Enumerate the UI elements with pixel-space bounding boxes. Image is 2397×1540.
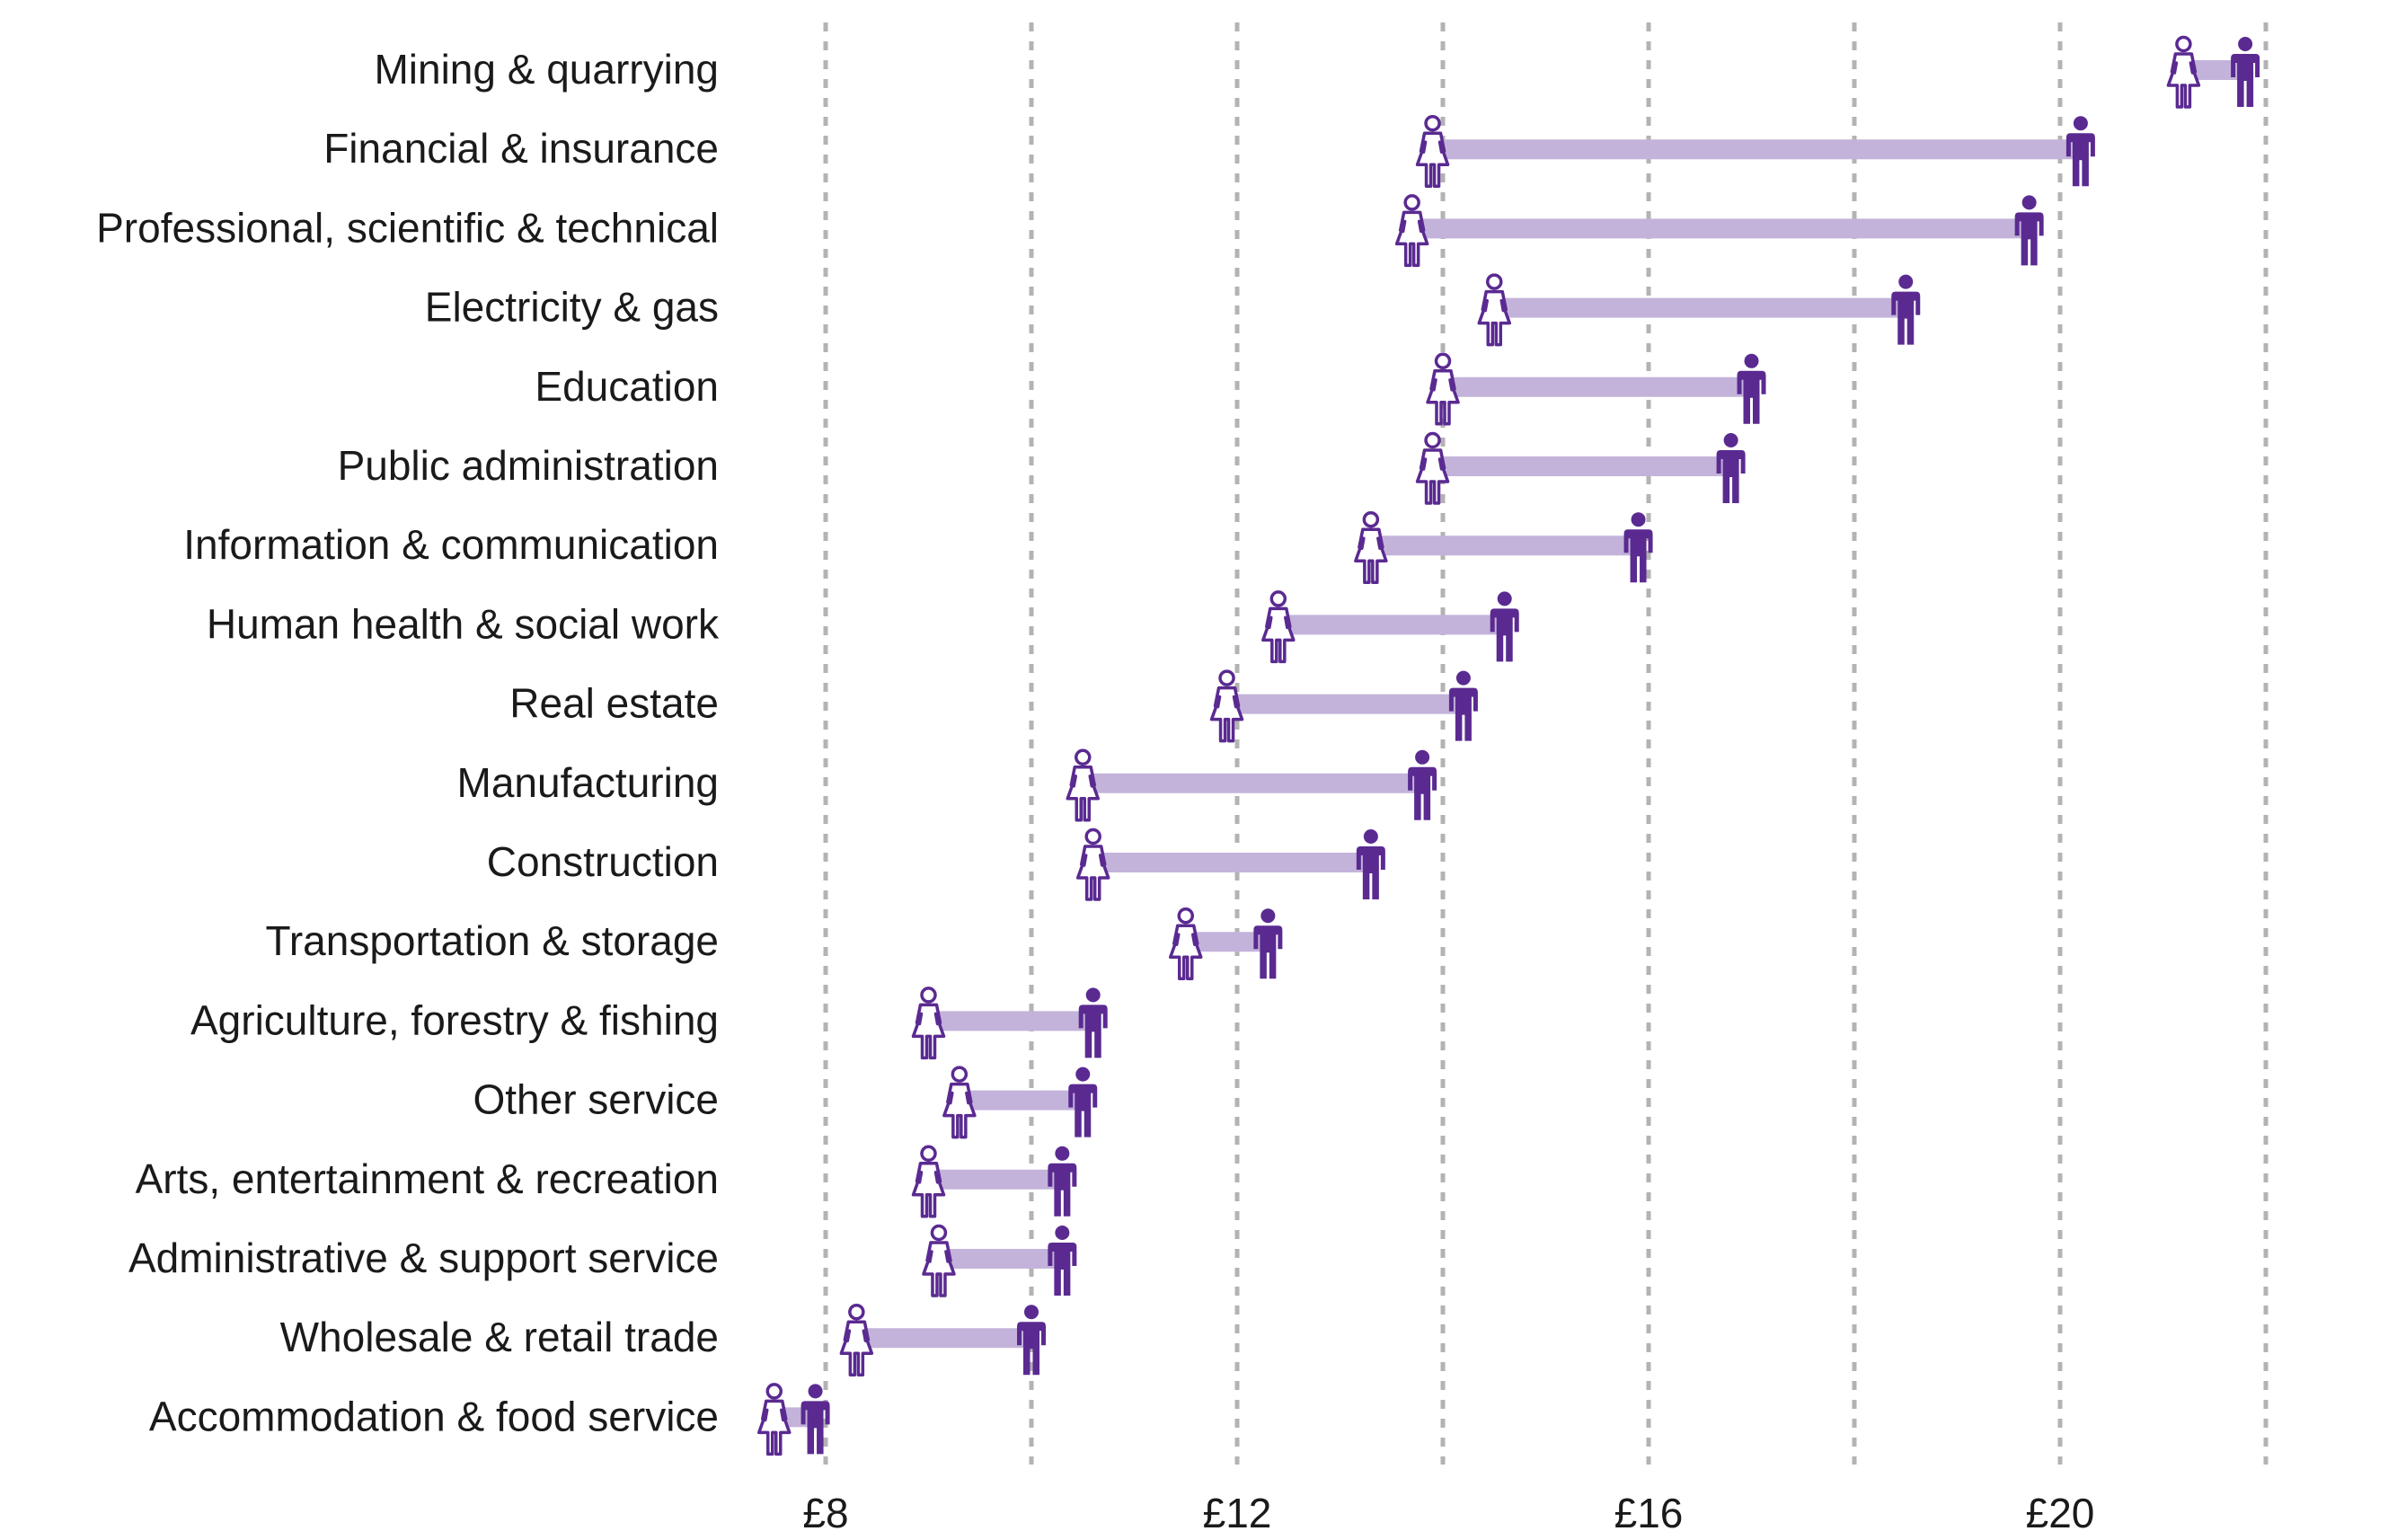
female-icon bbox=[1261, 590, 1296, 664]
male-icon bbox=[1356, 829, 1385, 899]
male-icon bbox=[1408, 749, 1437, 820]
male-icon bbox=[1716, 433, 1746, 503]
category-label: Administrative & support service bbox=[128, 1235, 719, 1281]
female-icon bbox=[1415, 431, 1450, 505]
category-label: Real estate bbox=[509, 680, 719, 727]
female-icon bbox=[1066, 748, 1100, 822]
male-icon bbox=[1048, 1226, 1077, 1296]
female-icon bbox=[1477, 273, 1511, 347]
category-label: Accommodation & food service bbox=[149, 1393, 719, 1439]
female-icon bbox=[911, 987, 946, 1060]
category-label: Construction bbox=[487, 838, 719, 885]
x-tick-label: £20 bbox=[2026, 1490, 2095, 1536]
male-icon bbox=[1078, 987, 1108, 1058]
male-icon bbox=[1017, 1305, 1046, 1376]
category-label: Electricity & gas bbox=[425, 284, 719, 331]
category-label: Professional, scientific & technical bbox=[96, 204, 719, 251]
female-icon bbox=[1169, 907, 1203, 980]
connectors bbox=[774, 60, 2246, 1428]
male-icon bbox=[1623, 512, 1653, 583]
female-icon bbox=[911, 1145, 946, 1218]
female-icon bbox=[922, 1224, 956, 1297]
female-icon bbox=[1354, 510, 1388, 584]
male-icon bbox=[2231, 37, 2260, 107]
male-icon bbox=[1448, 670, 1478, 741]
x-axis-tick-labels: £8 £12 £16 £20 bbox=[802, 1490, 2094, 1536]
male-icon bbox=[1048, 1146, 1077, 1217]
female-icon bbox=[757, 1383, 792, 1456]
male-icon bbox=[1737, 353, 1766, 424]
male-icon bbox=[2065, 116, 2095, 187]
gridlines bbox=[823, 22, 2269, 1465]
category-label: Education bbox=[535, 363, 719, 410]
female-icon bbox=[1075, 828, 1110, 901]
category-label: Arts, entertainment & recreation bbox=[136, 1155, 719, 1202]
female-icon bbox=[1415, 114, 1450, 188]
category-label: Agriculture, forestry & fishing bbox=[190, 996, 719, 1043]
female-icon bbox=[2166, 35, 2201, 109]
x-tick-label: £16 bbox=[1614, 1490, 1684, 1536]
category-label: Information & communication bbox=[183, 521, 719, 568]
male-icon bbox=[1891, 274, 1921, 345]
female-icon bbox=[1209, 669, 1244, 743]
x-tick-label: £8 bbox=[802, 1490, 848, 1536]
category-label: Public administration bbox=[338, 442, 719, 489]
category-label: Wholesale & retail trade bbox=[280, 1314, 719, 1360]
category-label: Financial & insurance bbox=[323, 125, 719, 172]
female-icon bbox=[1426, 352, 1460, 426]
category-label: Other service bbox=[473, 1076, 719, 1123]
male-icon bbox=[2014, 195, 2044, 266]
category-label: Manufacturing bbox=[457, 759, 720, 806]
female-icon bbox=[1394, 194, 1429, 268]
category-label: Mining & quarrying bbox=[374, 46, 719, 93]
markers bbox=[757, 35, 2260, 1456]
male-icon bbox=[1490, 591, 1519, 662]
category-label: Transportation & storage bbox=[265, 917, 719, 964]
category-label: Human health & social work bbox=[207, 600, 720, 647]
female-icon bbox=[942, 1066, 977, 1139]
x-tick-label: £12 bbox=[1203, 1490, 1272, 1536]
female-icon bbox=[839, 1303, 874, 1376]
male-icon bbox=[1253, 908, 1283, 979]
male-icon bbox=[800, 1384, 830, 1455]
male-icon bbox=[1068, 1066, 1098, 1137]
category-labels: Mining & quarrying Financial & insurance P… bbox=[96, 46, 720, 1439]
